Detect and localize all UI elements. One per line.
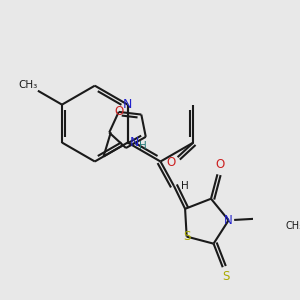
- Text: CH₃: CH₃: [18, 80, 38, 90]
- Text: N: N: [224, 214, 233, 227]
- Text: S: S: [223, 270, 230, 283]
- Text: N: N: [129, 136, 139, 149]
- Text: CH₃: CH₃: [285, 221, 300, 231]
- Text: O: O: [114, 105, 123, 119]
- Text: H: H: [139, 141, 147, 151]
- Text: N: N: [123, 98, 132, 111]
- Text: O: O: [167, 156, 176, 169]
- Text: H: H: [182, 181, 189, 191]
- Text: O: O: [215, 158, 225, 171]
- Text: S: S: [183, 230, 190, 243]
